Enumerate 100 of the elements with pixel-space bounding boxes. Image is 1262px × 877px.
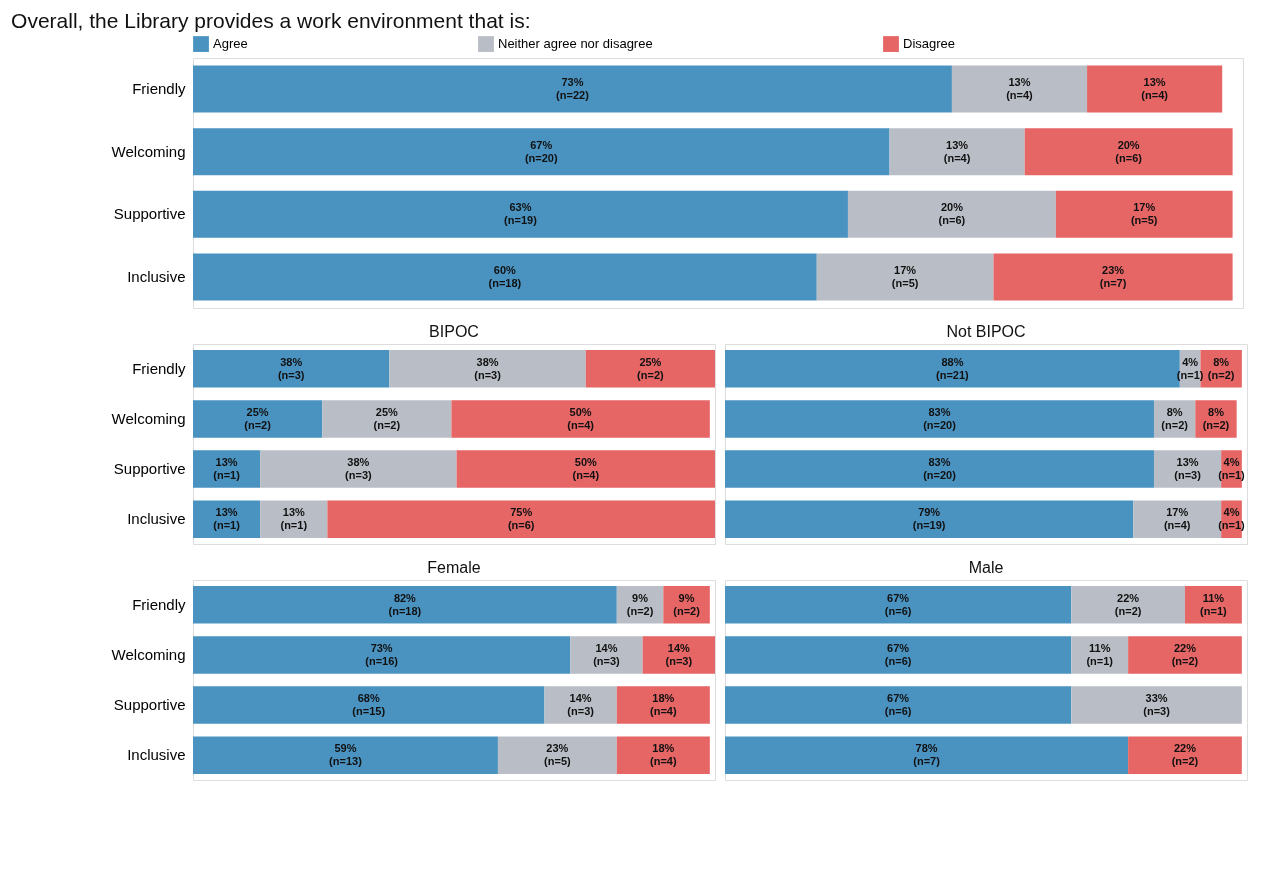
legend-label: Neither agree nor disagree xyxy=(498,36,653,52)
bar xyxy=(951,65,1088,113)
data-label: 25% (n=2) xyxy=(373,405,401,431)
data-label: 63% (n=19) xyxy=(504,201,538,227)
data-label: 23% (n=5) xyxy=(544,742,571,768)
bar xyxy=(1128,636,1242,674)
bar xyxy=(725,400,1154,438)
data-label: 14% (n=3) xyxy=(593,641,621,667)
data-label: 9% (n=2) xyxy=(626,591,654,617)
data-label: 22% (n=2) xyxy=(1171,742,1199,768)
data-label: 38% (n=3) xyxy=(277,355,305,381)
chart-title: Male xyxy=(968,559,1004,576)
data-label: 17% (n=5) xyxy=(1130,201,1158,227)
data-label: 88% (n=21) xyxy=(936,355,970,381)
bar xyxy=(193,253,817,301)
data-label: 50% (n=4) xyxy=(567,405,595,431)
bar xyxy=(725,736,1129,774)
data-label: 11% (n=1) xyxy=(1086,641,1114,667)
bar xyxy=(585,350,715,388)
bar xyxy=(193,450,261,488)
bar xyxy=(544,686,617,724)
data-label: 8% (n=2) xyxy=(1161,405,1189,431)
y-tick-label: Supportive xyxy=(113,460,186,478)
data-label: 73% (n=22) xyxy=(556,76,590,102)
data-label: 17% (n=4) xyxy=(1163,506,1191,532)
data-label: 83% (n=20) xyxy=(923,405,957,431)
data-label: 25% (n=2) xyxy=(244,405,272,431)
bar xyxy=(389,350,586,388)
data-label: 18% (n=4) xyxy=(650,692,677,718)
bar xyxy=(193,636,571,674)
data-label: 33% (n=3) xyxy=(1143,692,1171,718)
bar xyxy=(456,450,715,488)
bar xyxy=(193,65,952,113)
data-label: 13% (n=1) xyxy=(280,506,308,532)
data-label: 75% (n=6) xyxy=(507,506,535,532)
data-label: 13% (n=4) xyxy=(1006,76,1034,102)
bar xyxy=(451,400,710,438)
bar xyxy=(725,500,1134,538)
bar xyxy=(1024,128,1233,176)
data-label: 14% (n=3) xyxy=(567,692,595,718)
bar xyxy=(642,636,715,674)
chart-title: BIPOC xyxy=(429,323,479,340)
data-label: 38% (n=3) xyxy=(474,355,502,381)
data-label: 9% (n=2) xyxy=(673,591,701,617)
bar xyxy=(1128,736,1242,774)
bar xyxy=(816,253,994,301)
y-tick-label: Supportive xyxy=(113,696,186,714)
data-label: 8% (n=2) xyxy=(1207,355,1235,381)
bar xyxy=(327,500,715,538)
data-label: 22% (n=2) xyxy=(1171,641,1199,667)
data-label: 38% (n=3) xyxy=(345,456,373,482)
chart-title: Overall, the Library provides a work environment that is: xyxy=(11,9,531,32)
data-label: 23% (n=7) xyxy=(1099,263,1127,289)
data-label: 14% (n=3) xyxy=(665,641,693,667)
bar xyxy=(616,686,710,724)
y-tick-label: Friendly xyxy=(132,595,186,613)
data-label: 60% (n=18) xyxy=(488,263,522,289)
data-label: 67% (n=6) xyxy=(884,692,912,718)
data-label: 67% (n=6) xyxy=(884,591,912,617)
data-label: 13% (n=3) xyxy=(1174,456,1202,482)
bar xyxy=(725,686,1072,724)
data-label: 50% (n=4) xyxy=(572,456,600,482)
data-label: 11% (n=1) xyxy=(1200,591,1228,617)
chart-title: Female xyxy=(427,559,481,576)
bar xyxy=(725,450,1154,488)
data-label: 67% (n=20) xyxy=(524,138,558,164)
legend-label: Agree xyxy=(213,36,248,52)
bar xyxy=(260,450,457,488)
bar xyxy=(1055,190,1233,238)
bar xyxy=(193,586,617,624)
data-label: 67% (n=6) xyxy=(884,641,912,667)
bar xyxy=(497,736,617,774)
data-label: 8% (n=2) xyxy=(1202,405,1230,431)
y-tick-label: Inclusive xyxy=(127,267,186,285)
data-label: 20% (n=6) xyxy=(938,201,966,227)
data-label: 59% (n=13) xyxy=(329,742,363,768)
bar xyxy=(1087,65,1223,113)
data-label: 78% (n=7) xyxy=(913,742,941,768)
bar xyxy=(570,636,643,674)
y-tick-label: Friendly xyxy=(132,359,186,377)
bar xyxy=(1071,686,1242,724)
bar xyxy=(847,190,1056,238)
y-tick-label: Welcoming xyxy=(111,142,186,160)
bar xyxy=(616,736,710,774)
y-tick-label: Inclusive xyxy=(127,746,186,764)
bar xyxy=(889,128,1025,176)
bar xyxy=(993,253,1233,301)
y-tick-label: Welcoming xyxy=(111,409,186,427)
data-label: 68% (n=15) xyxy=(352,692,386,718)
y-tick-label: Welcoming xyxy=(111,645,186,663)
bar xyxy=(193,400,323,438)
data-label: 13% (n=4) xyxy=(1141,76,1169,102)
data-label: 13% (n=4) xyxy=(943,138,971,164)
legend-label: Disagree xyxy=(903,36,956,52)
data-label: 13% (n=1) xyxy=(213,456,241,482)
bar xyxy=(260,500,328,538)
data-label: 17% (n=5) xyxy=(891,263,919,289)
data-label: 13% (n=1) xyxy=(213,506,241,532)
data-label: 79% (n=19) xyxy=(912,506,946,532)
data-label: 18% (n=4) xyxy=(650,742,677,768)
